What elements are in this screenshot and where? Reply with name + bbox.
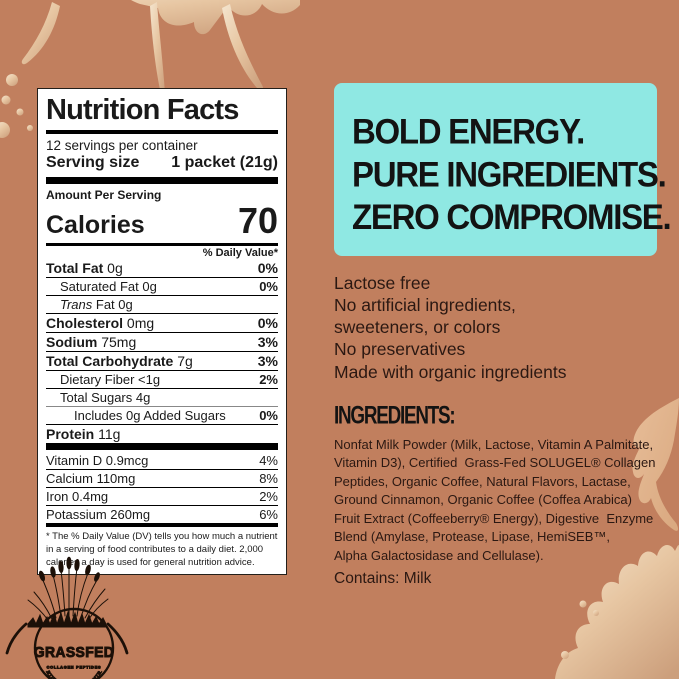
- svg-text:COLLAGEN PEPTIDES: COLLAGEN PEPTIDES: [47, 666, 102, 670]
- svg-text:GRASSFED: GRASSFED: [34, 645, 114, 662]
